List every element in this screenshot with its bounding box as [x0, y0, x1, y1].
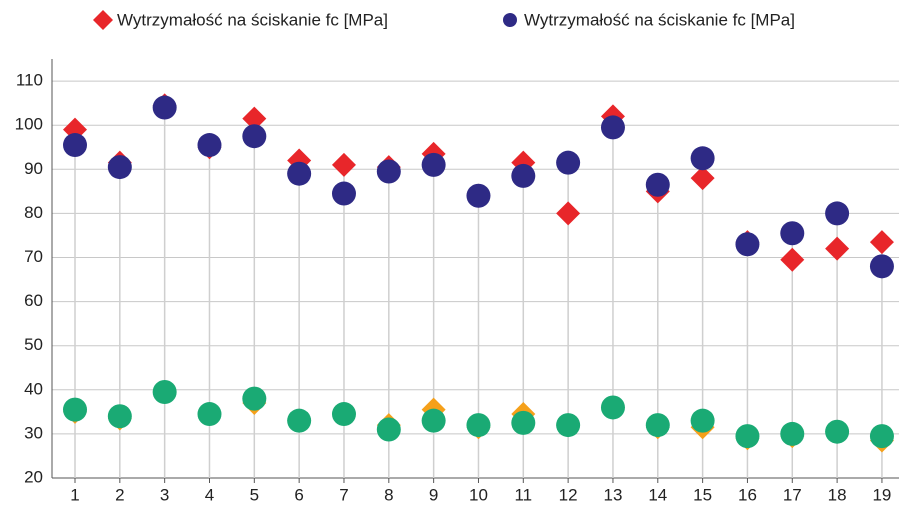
legend-label: Wytrzymałość na ściskanie fc [MPa]: [524, 10, 795, 29]
x-tick-label: 17: [783, 485, 802, 504]
y-tick-label: 100: [15, 115, 43, 134]
point: [152, 380, 177, 405]
legend-label: Wytrzymałość na ściskanie fc [MPa]: [117, 10, 388, 29]
y-tick-label: 80: [24, 203, 43, 222]
point: [690, 166, 715, 191]
x-tick-label: 19: [872, 485, 891, 504]
point: [376, 417, 401, 442]
x-tick-label: 15: [693, 485, 712, 504]
legend-marker: [503, 13, 517, 27]
point: [152, 95, 177, 120]
point: [376, 159, 401, 184]
x-tick-label: 16: [738, 485, 757, 504]
point: [107, 155, 132, 180]
x-tick-label: 14: [648, 485, 667, 504]
x-tick-label: 7: [339, 485, 348, 504]
y-tick-label: 60: [24, 291, 43, 310]
point: [556, 150, 581, 175]
x-tick-label: 3: [160, 485, 169, 504]
x-tick-label: 4: [205, 485, 214, 504]
point: [869, 230, 894, 255]
y-tick-label: 40: [24, 379, 43, 398]
point: [331, 402, 356, 427]
x-tick-label: 8: [384, 485, 393, 504]
x-tick-label: 9: [429, 485, 438, 504]
x-tick-label: 18: [828, 485, 847, 504]
point: [63, 397, 87, 422]
point: [556, 201, 581, 226]
point: [780, 221, 805, 246]
point: [287, 408, 312, 433]
point: [197, 133, 222, 158]
point: [331, 181, 356, 206]
x-tick-label: 13: [603, 485, 622, 504]
x-tick-label: 10: [469, 485, 488, 504]
point: [780, 421, 805, 446]
x-tick-label: 1: [70, 485, 79, 504]
point: [825, 419, 850, 444]
point: [735, 424, 760, 449]
point: [421, 408, 446, 433]
point: [869, 254, 894, 279]
point: [825, 236, 850, 261]
point: [869, 424, 894, 449]
point: [556, 413, 581, 438]
point: [825, 201, 850, 226]
point: [242, 124, 267, 149]
y-tick-label: 110: [16, 71, 43, 90]
point: [287, 161, 312, 186]
point: [331, 152, 356, 177]
point: [600, 115, 625, 140]
y-tick-label: 20: [24, 467, 43, 486]
x-tick-label: 11: [514, 485, 532, 504]
y-tick-label: 50: [24, 335, 43, 354]
point: [645, 413, 670, 438]
point: [690, 146, 715, 171]
point: [242, 386, 267, 411]
point: [780, 247, 805, 272]
point: [645, 172, 670, 197]
point: [63, 133, 87, 158]
y-tick-label: 90: [24, 159, 43, 178]
point: [197, 402, 222, 427]
point: [511, 410, 536, 435]
x-tick-label: 2: [115, 485, 124, 504]
point: [600, 395, 625, 420]
legend-marker: [93, 10, 113, 30]
point: [735, 232, 760, 257]
point: [466, 183, 491, 208]
x-tick-label: 12: [559, 485, 578, 504]
x-tick-label: 6: [294, 485, 303, 504]
y-tick-label: 70: [24, 247, 43, 266]
point: [511, 163, 536, 188]
point: [242, 106, 267, 131]
y-tick-label: 30: [24, 423, 43, 442]
point: [466, 413, 491, 438]
point: [690, 408, 715, 433]
x-tick-label: 5: [250, 485, 259, 504]
point: [421, 152, 446, 177]
point: [107, 404, 132, 429]
